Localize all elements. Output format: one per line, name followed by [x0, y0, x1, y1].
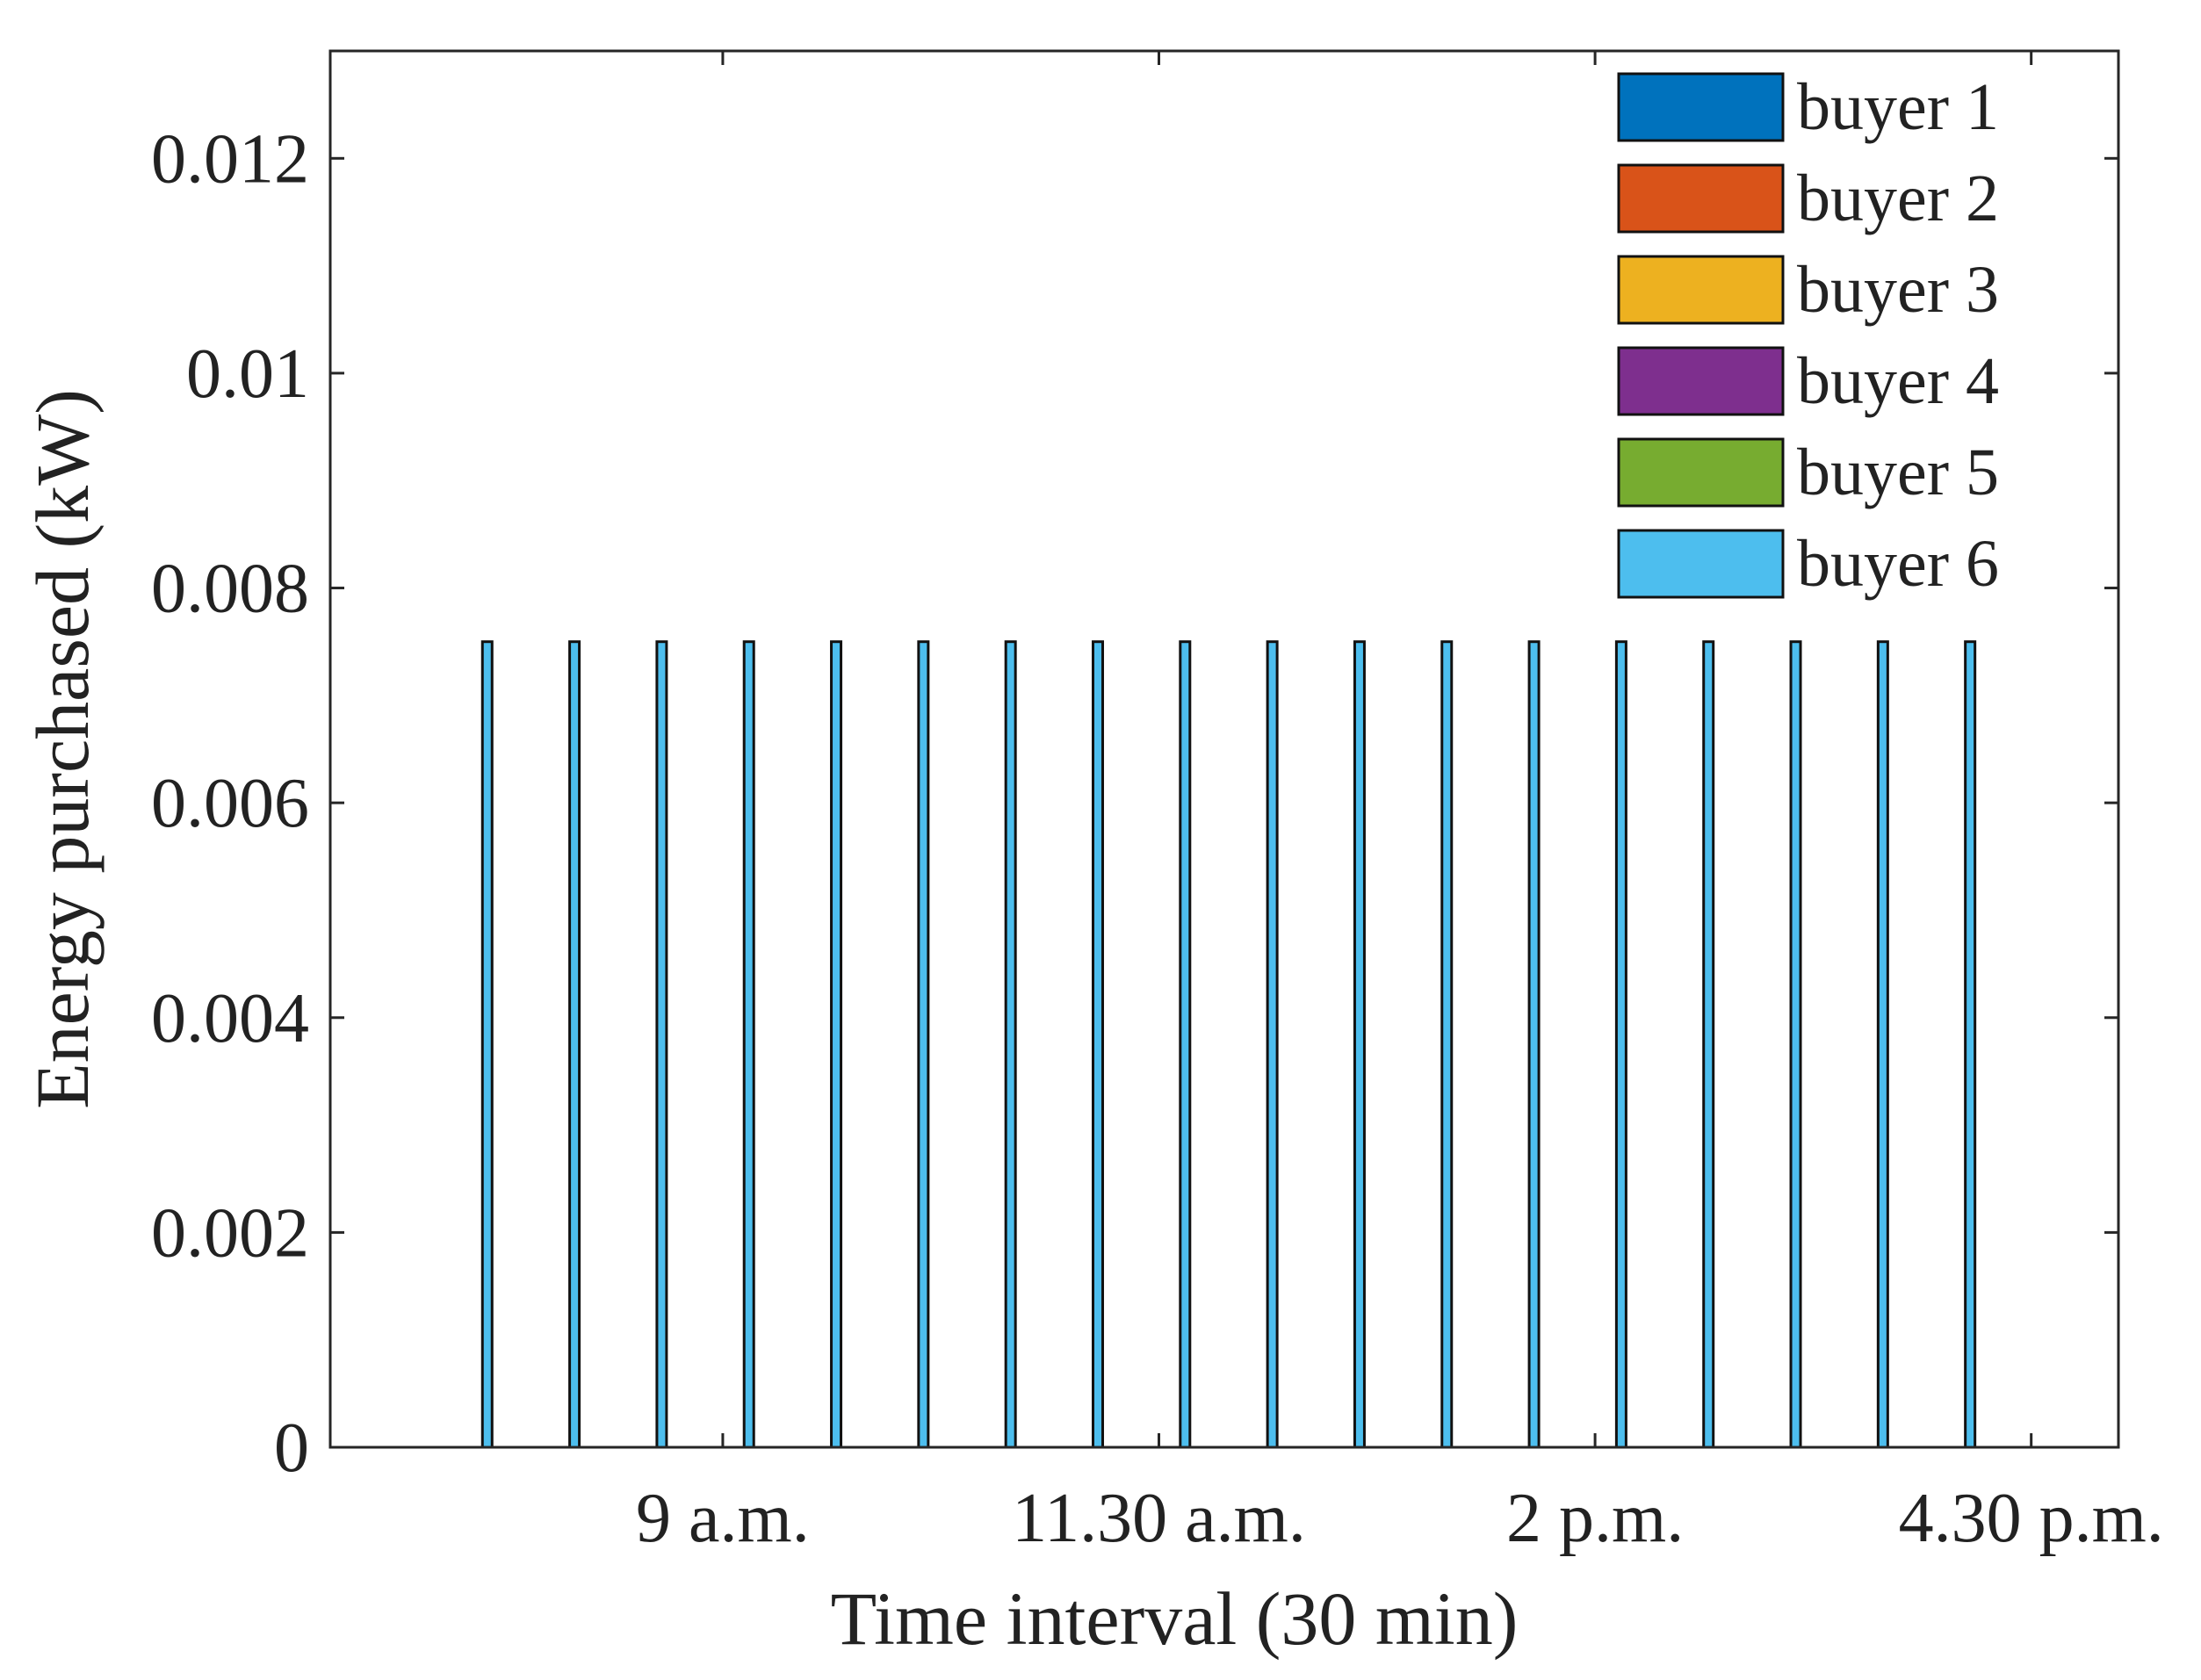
x-axis-title: Time interval (30 min) [831, 1576, 1519, 1661]
legend-swatch-buyer-5 [1617, 437, 1785, 508]
x-tick-label: 11.30 a.m. [1012, 1480, 1306, 1557]
legend: buyer 1 buyer 2 buyer 3 buyer 4 buyer 5 buyer… [1617, 70, 1999, 601]
legend-label: buyer 4 [1797, 344, 1999, 418]
y-tick-label: 0 [274, 1410, 309, 1487]
bar-buyer-6-17 [1876, 640, 1889, 1449]
x-tick-label: 2 p.m. [1506, 1480, 1684, 1557]
bar-buyer-6-18 [1964, 640, 1977, 1449]
y-tick-label: 0.004 [151, 980, 309, 1057]
bar-buyer-6-14 [1614, 640, 1627, 1449]
legend-swatch-buyer-4 [1617, 346, 1785, 416]
y-tick-label: 0.008 [151, 551, 309, 628]
y-tick-label: 0.012 [151, 120, 309, 198]
legend-label: buyer 5 [1797, 436, 1999, 509]
bar-buyer-6-3 [655, 640, 668, 1449]
bar-buyer-6-5 [830, 640, 843, 1449]
bar-buyer-6-4 [742, 640, 755, 1449]
y-tick-label: 0.01 [186, 335, 309, 413]
legend-label: buyer 1 [1797, 70, 1999, 144]
legend-label: buyer 2 [1797, 162, 1999, 235]
bar-buyer-6-11 [1353, 640, 1366, 1449]
legend-label: buyer 3 [1797, 253, 1999, 327]
bar-buyer-6-8 [1091, 640, 1104, 1449]
tick-group: 0 0.002 0.004 0.006 0.008 0.01 0.012 9 a.m. 11.3… [151, 51, 2164, 1557]
legend-label: buyer 6 [1797, 527, 1999, 601]
y-tick-label: 0.002 [151, 1194, 309, 1272]
x-tick-label: 9 a.m. [636, 1480, 810, 1557]
bar-buyer-6-16 [1789, 640, 1802, 1449]
bar-buyer-6-7 [1004, 640, 1017, 1449]
bar-buyer-6-1 [480, 640, 494, 1449]
bar-buyer-6-15 [1702, 640, 1715, 1449]
bar-buyer-6-9 [1179, 640, 1192, 1449]
plot-frame [328, 49, 2120, 1449]
bar-buyer-6-6 [917, 640, 930, 1449]
bar-group [480, 640, 1977, 1449]
x-tick-label: 4.30 p.m. [1899, 1480, 2164, 1557]
bar-buyer-6-10 [1266, 640, 1279, 1449]
bar-buyer-6-13 [1527, 640, 1541, 1449]
legend-swatch-buyer-6 [1617, 529, 1785, 599]
y-tick-label: 0.006 [151, 765, 309, 842]
legend-swatch-buyer-1 [1617, 72, 1785, 142]
bar-buyer-6-2 [568, 640, 581, 1449]
bar-buyer-6-12 [1440, 640, 1454, 1449]
legend-swatch-buyer-3 [1617, 255, 1785, 325]
legend-swatch-buyer-2 [1617, 163, 1785, 234]
y-axis-title: Energy purchased (kW) [20, 389, 105, 1109]
